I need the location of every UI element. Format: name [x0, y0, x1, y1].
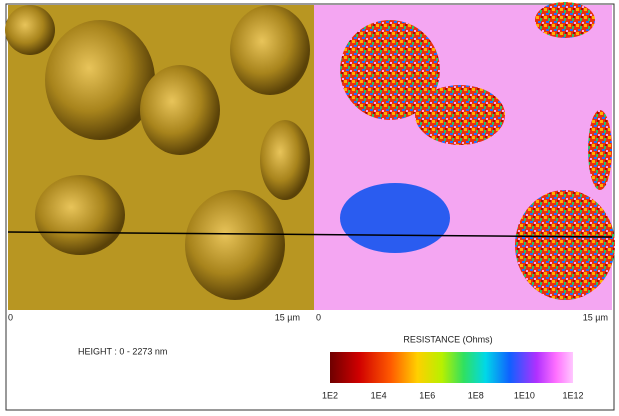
colorbar — [330, 352, 573, 383]
height-image — [5, 5, 314, 310]
colorbar-label: 1E8 — [468, 390, 484, 400]
colorbar-label: 1E2 — [322, 390, 338, 400]
resistance-image — [314, 2, 615, 310]
axis-end: 15 µm — [583, 312, 608, 322]
colorbar-label: 1E6 — [419, 390, 435, 400]
axis-start: 0 — [316, 312, 321, 322]
axis-end: 15 µm — [275, 312, 300, 322]
axis-start: 0 — [8, 312, 13, 322]
colorbar-label: 1E4 — [371, 390, 387, 400]
colorbar-title: RESISTANCE (Ohms) — [403, 334, 492, 344]
colorbar-labels: 1E2 1E4 1E6 1E8 1E10 1E12 — [322, 390, 584, 400]
height-caption: HEIGHT : 0 - 2273 nm — [78, 346, 167, 356]
colorbar-label: 1E10 — [514, 390, 535, 400]
profile-line — [7, 231, 613, 238]
colorbar-label: 1E12 — [562, 390, 583, 400]
